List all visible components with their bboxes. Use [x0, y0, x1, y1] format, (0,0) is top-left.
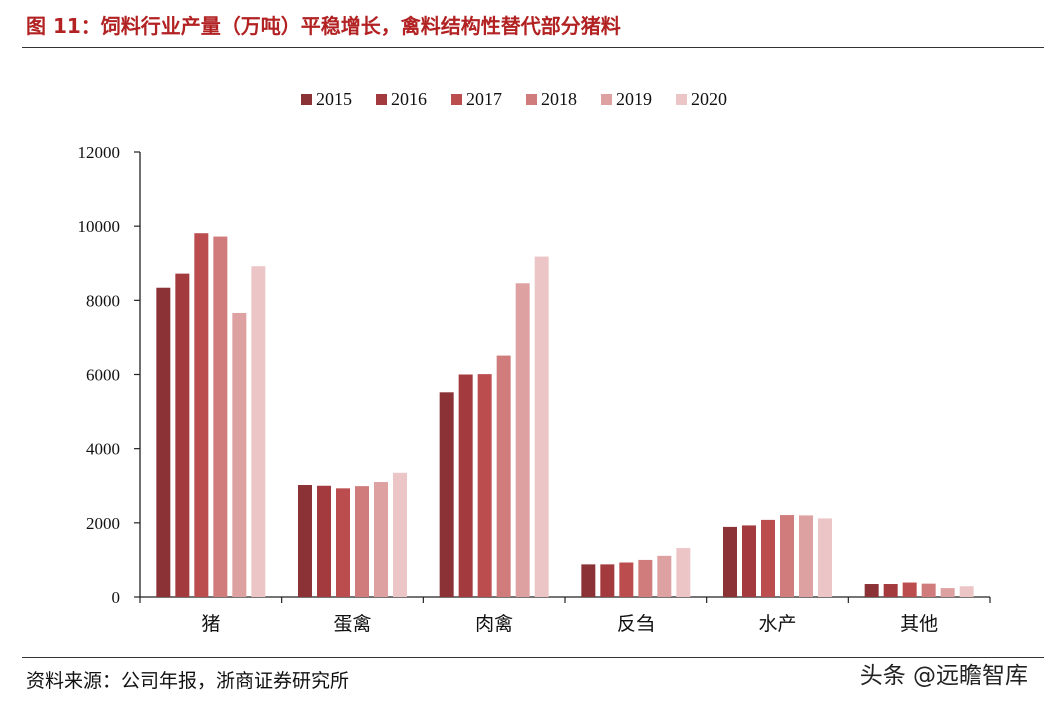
legend-label: 2015 [316, 89, 352, 109]
bar [883, 584, 898, 597]
y-tick-label: 12000 [78, 143, 121, 162]
bar [581, 564, 596, 597]
bar [374, 482, 388, 597]
bar [959, 586, 974, 597]
legend: 2015 2016 2017 2018 2019 2020 [301, 89, 727, 109]
bar [818, 518, 832, 597]
bar [761, 519, 775, 597]
legend-label: 2016 [391, 89, 427, 109]
x-tick-label: 水产 [758, 613, 796, 635]
bar [515, 283, 530, 597]
bar [213, 236, 228, 598]
legend-label: 2019 [616, 89, 652, 109]
bar [902, 582, 917, 597]
bar [657, 555, 672, 597]
bar [742, 525, 756, 597]
bar [864, 584, 879, 597]
legend-swatch [451, 94, 462, 105]
bar [600, 564, 615, 597]
bar [156, 287, 171, 597]
legend-label: 2017 [466, 89, 502, 109]
bar [336, 488, 350, 597]
y-tick-label: 8000 [86, 291, 120, 310]
bar [534, 256, 549, 597]
bar [298, 485, 312, 597]
legend-swatch [301, 94, 312, 105]
legend-swatch [376, 94, 387, 105]
bar [723, 526, 737, 597]
watermark: 头条 @远瞻智库 [859, 663, 1028, 689]
bar [676, 548, 691, 597]
y-tick-label: 2000 [86, 514, 120, 533]
x-tick-label: 反刍 [617, 613, 655, 635]
legend-swatch [676, 94, 687, 105]
bar [439, 392, 454, 597]
bar [393, 472, 407, 597]
y-tick-label: 0 [112, 588, 121, 607]
bar [355, 486, 369, 597]
bar [780, 515, 794, 597]
legend-label: 2020 [691, 89, 727, 109]
bar [251, 266, 266, 597]
x-tick-label: 猪 [201, 613, 220, 635]
x-tick-label: 肉禽 [475, 613, 513, 635]
bars [156, 233, 974, 598]
x-tick-label: 其他 [900, 613, 938, 635]
x-tick-label: 蛋禽 [333, 613, 371, 635]
top-rule [22, 47, 1044, 48]
bar [458, 374, 473, 597]
bar [496, 355, 511, 597]
y-axis: 0 2000 4000 6000 8000 10000 12000 [78, 143, 141, 607]
bar [638, 559, 653, 597]
bar [619, 562, 634, 597]
legend-swatch [526, 94, 537, 105]
y-tick-label: 4000 [86, 440, 120, 459]
bar [921, 583, 936, 597]
bar [194, 233, 209, 597]
bar [477, 374, 492, 597]
bar [175, 273, 190, 597]
legend-label: 2018 [541, 89, 577, 109]
source-note: 资料来源：公司年报，浙商证券研究所 [26, 670, 350, 692]
x-axis: 猪 蛋禽 肉禽 反刍 水产 其他 [139, 596, 991, 635]
bottom-rule [22, 657, 1044, 658]
bar [232, 312, 247, 597]
figure-title: 图 11：饲料行业产量（万吨）平稳增长，禽料结构性替代部分猪料 [26, 14, 621, 38]
y-tick-label: 6000 [86, 366, 120, 385]
bar [799, 515, 813, 597]
bar [940, 588, 955, 597]
y-tick-label: 10000 [78, 217, 121, 236]
bar [317, 485, 331, 597]
legend-swatch [601, 94, 612, 105]
